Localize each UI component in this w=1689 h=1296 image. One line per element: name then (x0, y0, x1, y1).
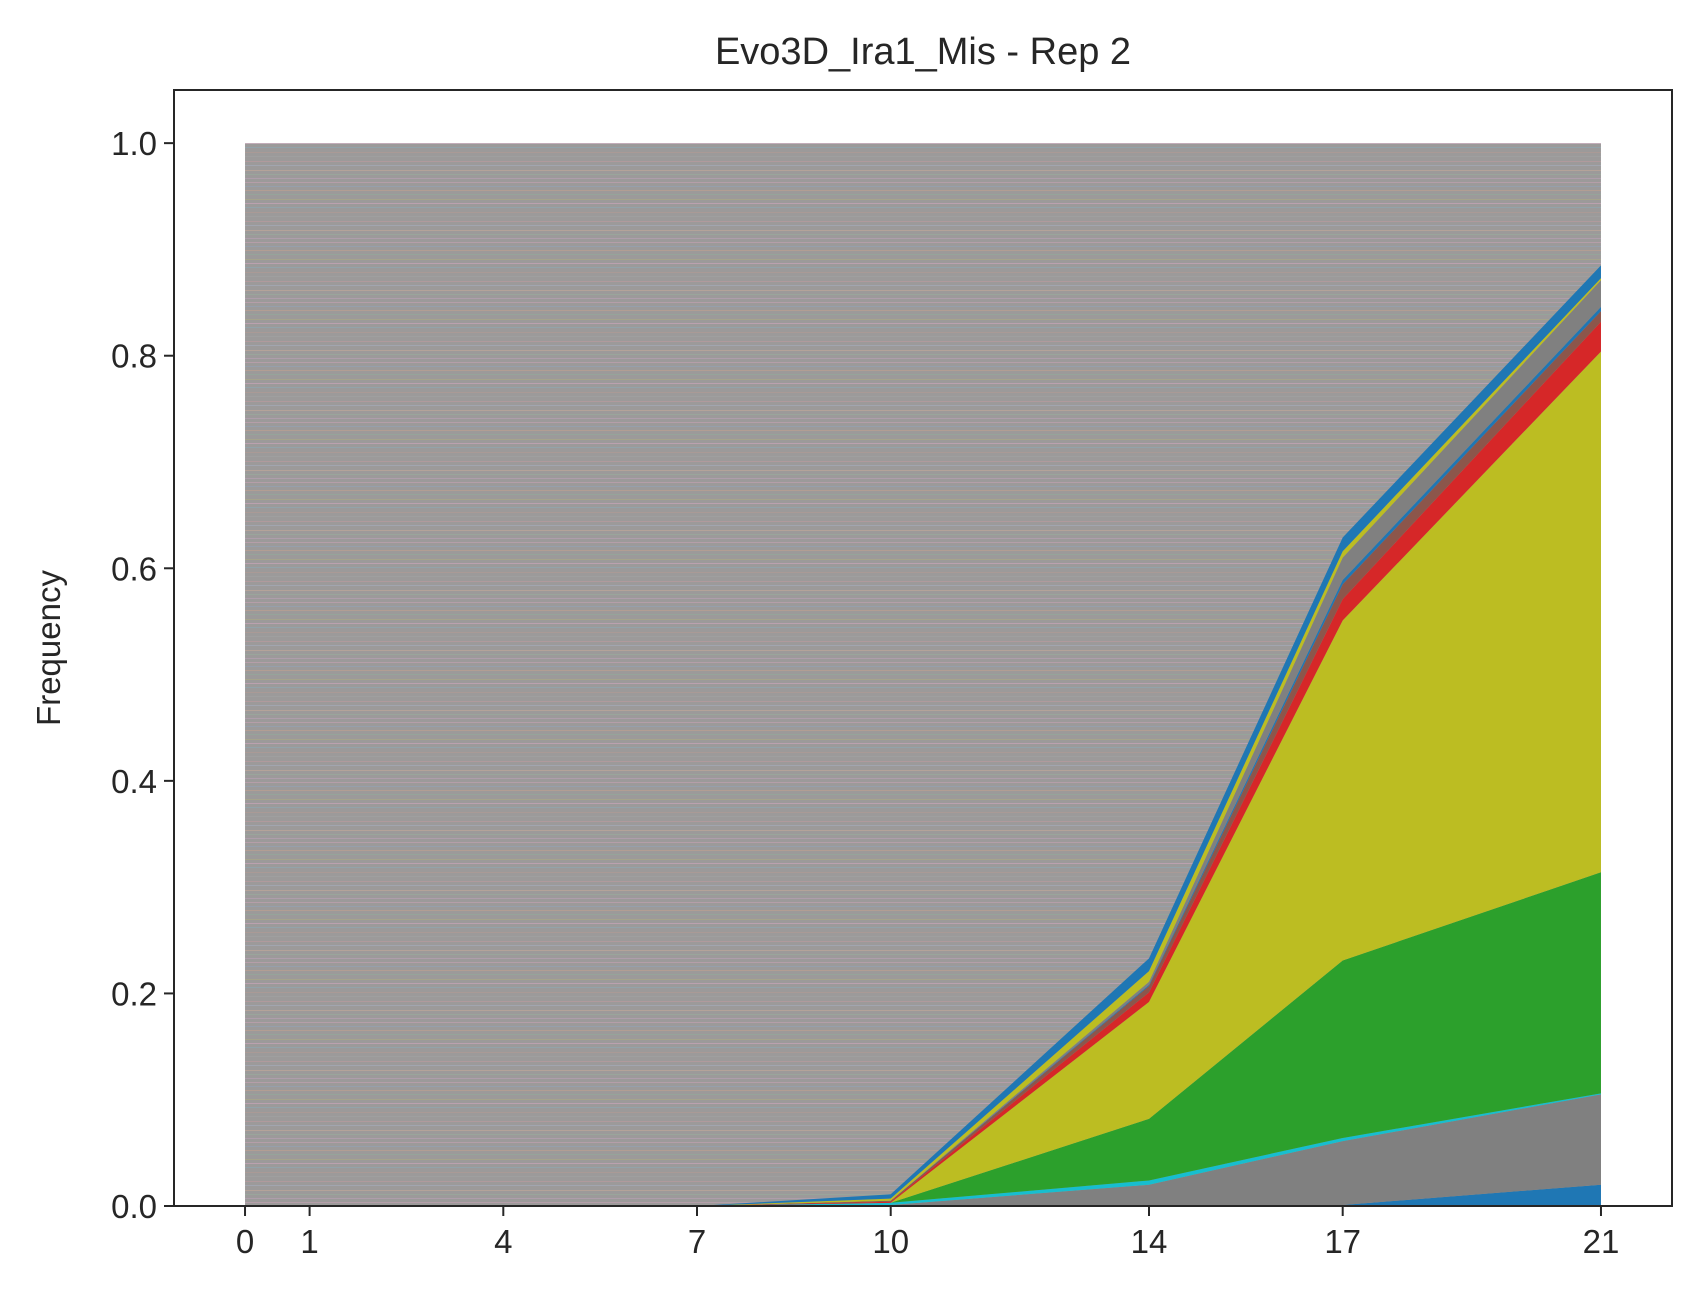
y-tick-label: 0.8 (111, 338, 157, 375)
x-tick-label: 21 (1583, 1223, 1620, 1260)
x-tick-label: 10 (872, 1223, 909, 1260)
x-tick-label: 1 (300, 1223, 318, 1260)
x-axis: 0 1 4 7 10 14 17 21 (236, 1206, 1619, 1260)
series-layer (245, 265, 1601, 1207)
x-tick-label: 17 (1324, 1223, 1361, 1260)
x-tick-label: 7 (688, 1223, 706, 1260)
y-tick-label: 1.0 (111, 125, 157, 162)
series-area-1 (245, 1094, 1601, 1206)
series-area-4 (245, 351, 1601, 1207)
series-area-0 (245, 1184, 1601, 1206)
y-axis: 0.0 0.2 0.4 0.6 0.8 1.0 (111, 125, 174, 1225)
series-area-3 (245, 872, 1601, 1206)
plot-area (173, 89, 1673, 1207)
x-tick-label: 4 (494, 1223, 512, 1260)
y-tick-label: 0.2 (111, 975, 157, 1012)
plot-frame (173, 89, 1673, 1207)
x-tick-label: 0 (236, 1223, 254, 1260)
y-tick-label: 0.6 (111, 550, 157, 587)
y-tick-label: 0.0 (111, 1188, 157, 1225)
chart-title: Evo3D_Ira1_Mis - Rep 2 (715, 31, 1131, 73)
y-tick-label: 0.4 (111, 763, 157, 800)
x-tick-label: 14 (1131, 1223, 1168, 1260)
y-axis-label: Frequency (30, 570, 67, 726)
